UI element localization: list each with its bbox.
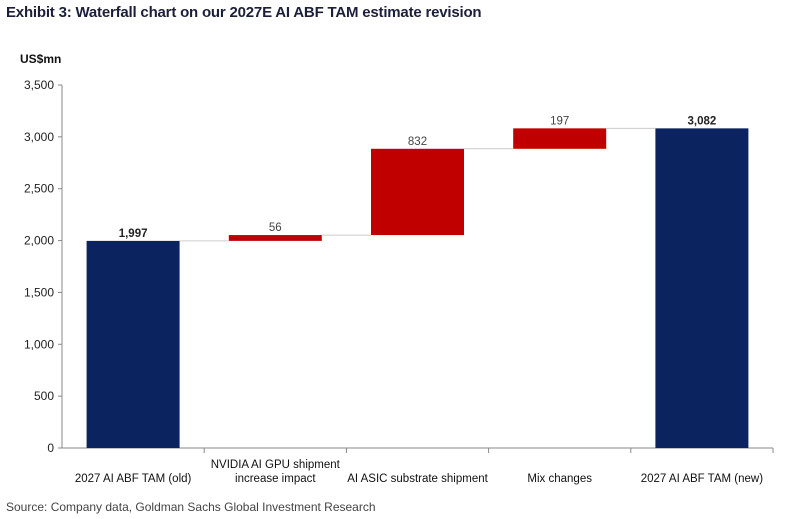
- data-label: 1,997: [119, 228, 148, 240]
- y-tick-label: 2,000: [24, 234, 54, 248]
- total-bar: [86, 240, 180, 448]
- data-label: 197: [550, 115, 569, 127]
- x-category-label: increase impact: [235, 473, 316, 485]
- y-tick-label: 500: [34, 389, 54, 403]
- x-category-label: AI ASIC substrate shipment: [347, 473, 488, 485]
- y-axis-unit-label: US$mn: [20, 52, 62, 66]
- y-tick-label: 3,500: [24, 78, 54, 92]
- x-category-label: Mix changes: [527, 473, 592, 485]
- data-label: 832: [408, 136, 427, 148]
- chart-title: Exhibit 3: Waterfall chart on our 2027E …: [6, 4, 482, 21]
- x-category-label: 2027 AI ABF TAM (new): [641, 473, 763, 485]
- increase-bar: [371, 148, 464, 236]
- y-tick-label: 3,000: [24, 130, 54, 144]
- data-label: 3,082: [688, 115, 717, 127]
- y-tick-label: 1,500: [24, 285, 54, 299]
- increase-bar: [228, 235, 322, 241]
- x-category-label: 2027 AI ABF TAM (old): [75, 473, 192, 485]
- data-label: 56: [269, 222, 282, 234]
- y-tick-label: 1,000: [24, 337, 54, 351]
- x-category-label: NVIDIA AI GPU shipment: [211, 459, 341, 471]
- total-bar: [655, 128, 749, 448]
- y-tick-label: 0: [47, 441, 54, 455]
- y-tick-label: 2,500: [24, 182, 54, 196]
- increase-bar: [513, 128, 607, 149]
- source-note: Source: Company data, Goldman Sachs Glob…: [6, 500, 376, 514]
